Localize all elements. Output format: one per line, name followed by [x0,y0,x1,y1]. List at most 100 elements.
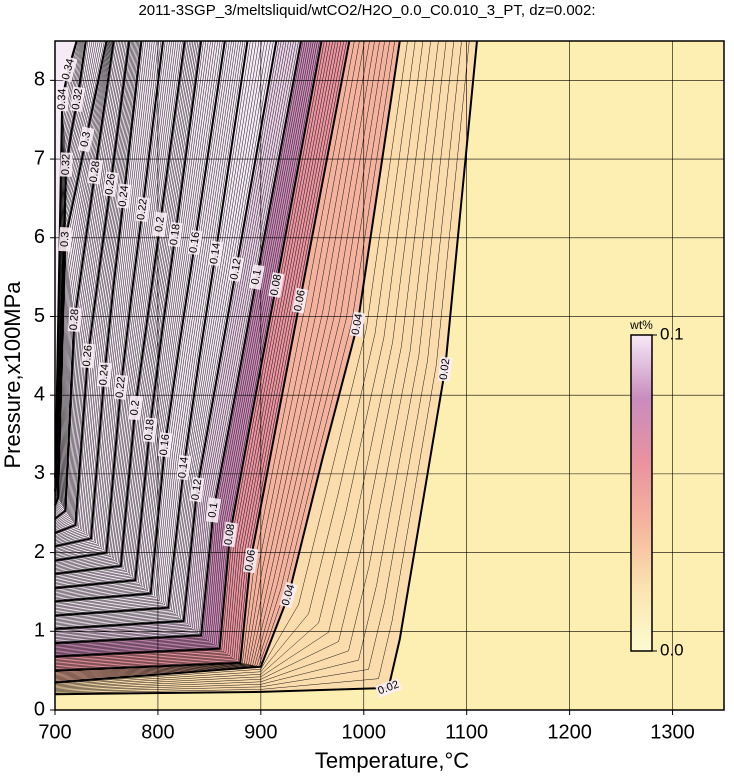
minor-contour [55,41,166,563]
minor-contour [55,41,122,527]
contour-label-group: 0.22 [135,196,150,223]
contour-label-group: 0.04 [279,581,298,609]
contour-label-group: 0.32 [60,152,73,177]
contour-label-bg [77,126,95,153]
contour-label-group: 0.18 [167,221,183,248]
contour-label-group: 0.16 [187,229,203,256]
minor-contour [55,41,294,640]
x-tick-label: 1200 [547,721,592,743]
minor-contour [55,41,241,612]
contour-label-group: 0.26 [80,343,95,369]
contour-line [54,40,351,672]
minor-contour [55,41,190,579]
contour-label: 0.16 [158,433,172,456]
minor-contour [55,41,183,573]
contour-label-group: 0.2 [152,211,168,238]
minor-contour [55,41,138,543]
contour-label: 0.22 [135,198,150,221]
contour-label-group: 0.06 [291,287,309,314]
contour-label: 0.34 [60,57,77,81]
minor-contour [55,41,306,647]
minor-contour [55,41,121,525]
minor-contour [55,41,192,580]
minor-contour [55,41,147,550]
plot-frame [54,40,725,711]
minor-contour [55,41,271,627]
minor-contour [55,41,328,660]
minor-contour [55,41,200,587]
minor-contour [55,41,462,693]
minor-contour [55,41,232,606]
minor-contour [55,41,223,601]
contour-label-group: 0.34 [56,87,69,112]
contour-label-group: 0.14 [207,240,224,267]
colorbar-tick-label: 0.1 [660,324,684,343]
minor-contour [55,41,408,684]
minor-contour [55,41,447,690]
colorbar-tick-label: 0.0 [660,640,684,659]
contour-label: 0.26 [103,173,118,196]
contour-line [54,40,165,562]
minor-contour [55,41,170,565]
contour-line [54,40,302,645]
minor-contour [55,41,345,669]
minor-contour [55,41,114,518]
contour-label: 0.28 [68,308,82,330]
contour-label-bg [207,240,224,267]
contour-label-group: 0.28 [67,307,82,333]
y-tick-label: 4 [34,383,45,405]
contour-label-group: 0.26 [103,171,119,197]
y-tick-label: 0 [34,698,45,720]
contour-line [54,40,323,658]
minor-contour [55,41,237,609]
minor-contour [55,41,254,619]
contour-line [54,40,226,603]
minor-contour [55,41,279,631]
contour-label-bg [279,581,298,609]
minor-contour [55,41,257,620]
minor-contour [55,41,135,539]
minor-contour [55,41,325,659]
contour-label-bg [189,476,205,503]
contour-label: 0.32 [70,88,85,111]
contour-label-bg [69,86,86,112]
minor-contour [55,41,119,524]
minor-contour [55,41,137,542]
x-tick-label: 1000 [342,721,387,743]
contour-label-bg [349,311,366,338]
minor-contour [55,41,251,618]
minor-contour [55,41,101,502]
contour-label: 0.32 [60,154,73,176]
contour-label: 0.28 [88,160,103,183]
contour-label-bg [152,211,168,238]
contour-line [54,40,478,696]
minor-contour [55,41,112,514]
minor-contour [55,41,97,499]
contour-label: 0.14 [176,456,191,479]
minor-contour [55,41,246,615]
contour-line [54,40,203,590]
minor-contour [55,41,187,576]
contour-label-group: 0.34 [59,56,78,83]
contour-label: 0.06 [292,289,308,312]
minor-contour [55,41,221,599]
contour-label-group: 0.08 [268,272,285,298]
contour-label: 0.14 [208,242,223,265]
minor-contour [55,41,194,582]
minor-contour [55,41,216,597]
minor-contour [55,41,112,515]
minor-contour [55,41,125,529]
minor-contour [55,41,360,674]
minor-contour [55,41,209,593]
minor-contour [55,41,365,675]
minor-contour [55,41,155,556]
minor-contour [55,41,342,667]
contour-label: 0.24 [97,363,111,385]
minor-contour [55,41,282,632]
contour-label-bg [67,307,82,333]
minor-contour [55,41,416,686]
contour-label: 0.26 [81,345,95,367]
minor-contour [55,41,470,694]
minor-contour [55,41,136,540]
chart-title: 2011-3SGP_3/meltsliquid/wtCO2/H2O_0.0_C0… [138,2,595,19]
